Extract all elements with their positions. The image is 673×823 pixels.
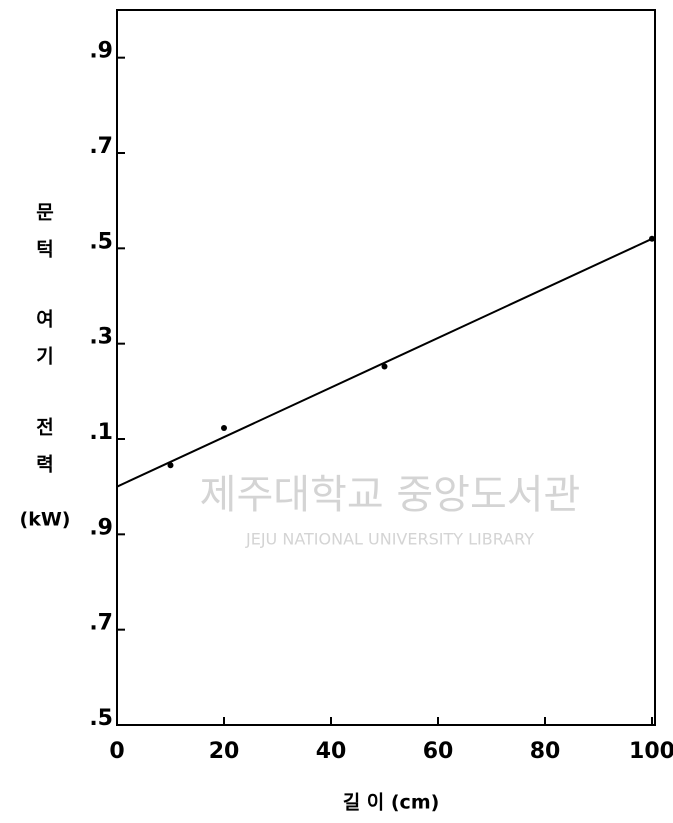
y-axis-label: 력 [36,454,53,476]
data-point [381,363,388,370]
y-tick-label: .5 [89,706,113,731]
y-axis-label: 여 [36,309,53,331]
x-tick-label: 60 [423,739,454,764]
fit-line [116,237,653,488]
y-axis-label: (kW) [20,509,71,531]
watermark: 제주대학교 중앙도서관 [200,472,581,518]
y-axis-label: 문 [36,202,53,224]
y-tick-label: .1 [89,420,113,445]
data-point [167,462,174,469]
y-tick-label: .9 [89,39,113,64]
data-point [649,235,655,242]
x-tick-label: 0 [109,739,124,764]
y-axis-label: 전 [36,417,53,439]
y-tick-label: .7 [89,134,113,159]
y-axis-label: 턱 [36,239,53,261]
y-tick-label: .9 [89,515,113,540]
watermark: JEJU NATIONAL UNIVERSITY LIBRARY [245,530,534,549]
x-tick-label: 100 [629,739,673,764]
x-tick-label: 80 [530,739,561,764]
x-tick-label: 20 [209,739,240,764]
y-tick-label: .3 [89,325,113,350]
y-tick-label: .5 [89,229,113,254]
data-point [221,425,227,432]
plot-frame [116,9,656,726]
x-axis-label: 길 이 (cm) [343,792,440,814]
y-tick-label: .7 [89,611,113,636]
x-tick-label: 40 [316,739,347,764]
y-axis-label: 기 [36,346,53,368]
